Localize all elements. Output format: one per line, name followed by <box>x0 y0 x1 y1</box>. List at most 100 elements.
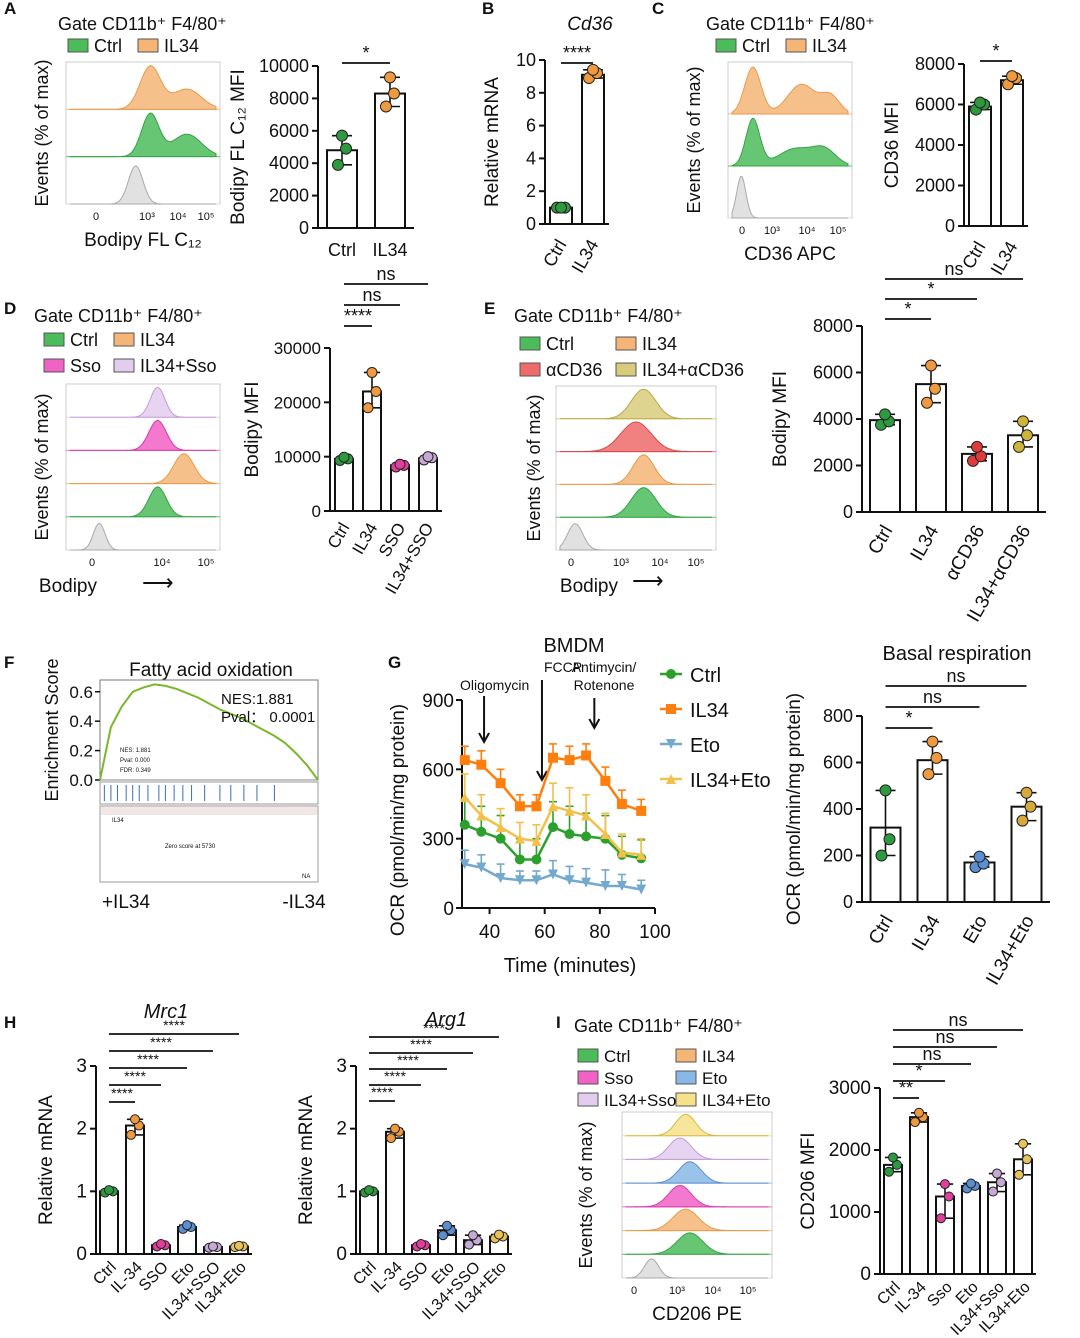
marker <box>666 739 676 749</box>
significance-label: * <box>904 299 911 319</box>
gate-title: Gate CD11b⁺ F4/80⁺ <box>58 14 227 34</box>
panel-letter-e: E <box>484 299 495 318</box>
significance-label: ns <box>944 259 963 279</box>
enrichment-curve <box>99 683 319 781</box>
histogram-curve <box>625 1161 769 1184</box>
y-tick-label: 2000 <box>829 1140 871 1161</box>
y-axis-title: Bodipy MFI <box>770 371 791 467</box>
y-tick-label: 3 <box>76 1056 87 1077</box>
arrow-glyph: ⟶ <box>632 568 664 593</box>
x-tick-label: IL34 <box>568 236 603 276</box>
marker <box>581 877 592 888</box>
y-tick-label: 600 <box>823 753 853 773</box>
hits-strip <box>99 781 319 805</box>
histogram-a: Gate CD11b⁺ F4/80⁺Ctrl IL34 0 10³ 10⁴ 10⁵ Bodi… <box>32 14 227 251</box>
y-axis-title: Events (% of max) <box>684 66 704 213</box>
gate-title: Gate CD11b⁺ F4/80⁺ <box>706 14 875 34</box>
significance-label: * <box>927 279 934 299</box>
x-tick-label: 10³ <box>764 225 780 237</box>
arrow-head <box>536 770 548 783</box>
significance-label: **** <box>423 1020 445 1036</box>
x-tick-label: 10⁴ <box>170 211 187 223</box>
significance-label: **** <box>384 1068 406 1084</box>
y-tick-label: 6000 <box>269 121 309 141</box>
y-tick-label: 2000 <box>915 176 955 196</box>
data-point <box>422 451 434 463</box>
data-point <box>340 142 352 155</box>
panel-letter-g: G <box>388 653 401 672</box>
marker <box>564 805 575 816</box>
marker <box>616 881 627 892</box>
x-tick-label: Ctrl <box>865 912 898 948</box>
marker <box>636 805 647 816</box>
data-point <box>388 87 400 100</box>
data-point <box>922 768 935 781</box>
marker <box>495 822 506 833</box>
x-end-label: -IL34 <box>282 892 326 913</box>
marker <box>514 833 525 844</box>
marker <box>514 801 525 812</box>
legend-swatch <box>519 336 541 351</box>
marker <box>531 835 542 846</box>
marker <box>636 849 647 860</box>
data-point <box>988 1186 998 1197</box>
legend-label: Ctrl <box>742 36 770 56</box>
marker <box>459 792 470 803</box>
legend-swatch <box>113 332 135 347</box>
x-tick-label: 10⁴ <box>799 225 816 237</box>
marker <box>666 669 676 679</box>
data-point <box>386 1133 396 1144</box>
x-tick-label: 10⁴ <box>705 1285 722 1297</box>
legend-label: Ctrl <box>546 334 574 354</box>
data-point <box>182 1220 192 1231</box>
data-point <box>1024 800 1037 813</box>
histogram-curve <box>70 419 216 451</box>
x-axis-title: Bodipy <box>39 576 98 597</box>
legend-label: IL34+Eto <box>690 770 771 792</box>
legend-swatch <box>715 38 737 53</box>
histogram-curve <box>625 1185 769 1208</box>
data-point <box>1006 70 1018 83</box>
legend-label: IL34+Eto <box>702 1091 771 1110</box>
data-point <box>390 1123 400 1134</box>
legend-label: IL34+Sso <box>604 1091 676 1110</box>
legend-label: IL34 <box>702 1047 735 1066</box>
y-axis-title: Bodipy FL C₁₂ MFI <box>228 69 249 225</box>
series-il34-eto <box>459 773 647 860</box>
histogram-i: Gate CD11b⁺ F4/80⁺ Ctrl IL34 Sso Eto IL34+Sso… <box>574 1016 773 1325</box>
data-point <box>156 1238 166 1249</box>
y-axis-title: Relative mRNA <box>36 1095 57 1225</box>
x-axis-title: Bodipy FL C₁₂ <box>84 230 202 251</box>
panel-letter-c: C <box>652 0 664 18</box>
y-axis-title: OCR (pmol/min/mg protein) <box>784 693 805 925</box>
legend-label: αCD36 <box>546 360 602 380</box>
y-tick-label: 2 <box>76 1119 87 1140</box>
chart-title: Arg1 <box>424 1009 467 1031</box>
data-point <box>974 96 986 109</box>
y-tick-label: 0 <box>312 502 321 521</box>
data-point <box>1013 440 1025 453</box>
histogram-curve <box>731 118 849 167</box>
y-tick-label: 0.2 <box>69 742 93 761</box>
y-axis-title: Events (% of max) <box>576 1121 596 1268</box>
data-point <box>366 366 378 378</box>
significance-label: ns <box>935 1027 954 1047</box>
legend-label: IL34 <box>140 330 175 350</box>
legend-label: Sso <box>70 356 101 376</box>
histogram-curve <box>731 175 848 219</box>
y-tick-label: 1 <box>76 1181 87 1202</box>
data-point <box>883 833 896 846</box>
legend-swatch <box>113 358 135 373</box>
x-axis-title: CD206 PE <box>652 1304 742 1325</box>
histogram-curve <box>560 454 712 485</box>
gate-title: Gate CD11b⁺ F4/80⁺ <box>34 306 203 326</box>
significance-label: * <box>915 1061 922 1081</box>
data-point <box>992 1168 1002 1179</box>
gate-title: Gate CD11b⁺ F4/80⁺ <box>574 1016 743 1036</box>
x-tick-label: IL34 <box>907 522 944 565</box>
bar <box>916 759 949 903</box>
chart-title: Fatty acid oxidation <box>129 660 293 681</box>
arrow-head <box>478 732 490 745</box>
